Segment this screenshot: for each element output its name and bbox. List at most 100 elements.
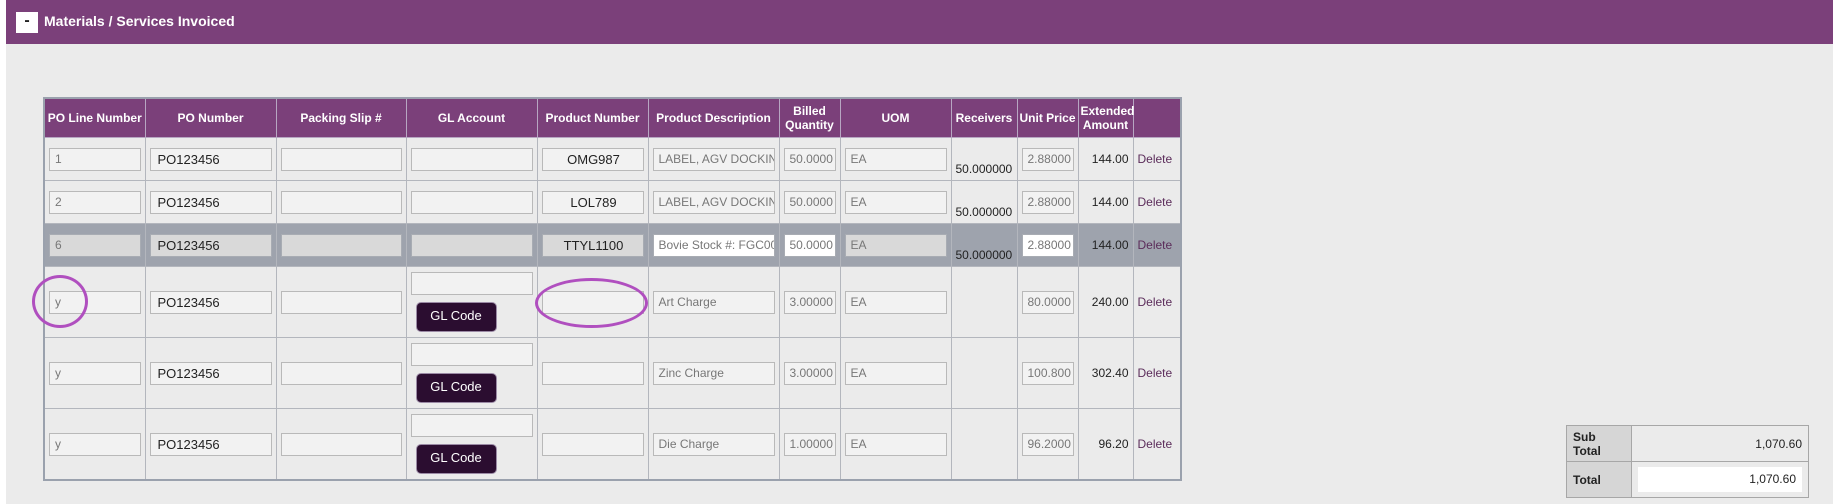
delete-link[interactable]: Delete (1137, 195, 1173, 209)
delete-link[interactable]: Delete (1137, 366, 1173, 380)
po-number-input[interactable]: PO123456 (149, 290, 272, 314)
uom-input[interactable]: EA (844, 290, 947, 314)
table-row: 2 PO123456 LOL789 LABEL, AGV DOCKING 50.… (43, 180, 1182, 224)
billed-quantity-input[interactable]: 3.00000 (783, 361, 836, 385)
header-receivers: Receivers (950, 97, 1018, 138)
product-description-input[interactable]: Die Charge (652, 432, 775, 456)
extended-amount: 96.20 (1077, 408, 1134, 481)
header-po-number: PO Number (144, 97, 277, 138)
receivers-value: 50.000000 (955, 162, 1013, 176)
product-number-input[interactable] (541, 290, 644, 314)
delete-link[interactable]: Delete (1137, 152, 1173, 166)
header-gl-account: GL Account (405, 97, 538, 138)
unit-price-input[interactable]: 2.88000 (1021, 147, 1074, 171)
po-number-input[interactable]: PO123456 (149, 233, 272, 257)
billed-quantity-input[interactable]: 50.0000 (783, 233, 836, 257)
extended-amount: 302.40 (1077, 337, 1134, 409)
uom-input[interactable]: EA (844, 233, 947, 257)
gl-account-input[interactable] (410, 233, 533, 257)
section-header: - Materials / Services Invoiced (6, 0, 1833, 44)
po-number-input[interactable]: PO123456 (149, 361, 272, 385)
billed-quantity-input[interactable]: 1.00000 (783, 432, 836, 456)
extended-amount: 144.00 (1077, 137, 1134, 181)
unit-price-input[interactable]: 96.2000 (1021, 432, 1074, 456)
product-number-input[interactable]: OMG987 (541, 147, 644, 171)
gl-account-input[interactable] (410, 272, 533, 295)
header-product-number: Product Number (536, 97, 649, 138)
subtotal-label: Sub Total (1566, 425, 1632, 462)
product-number-input[interactable] (541, 361, 644, 385)
table-row: 1 PO123456 OMG987 LABEL, AGV DOCKING 50.… (43, 137, 1182, 181)
header-billed-quantity: Billed Quantity (778, 97, 841, 138)
product-description-input[interactable]: LABEL, AGV DOCKING (652, 147, 775, 171)
packing-slip-input[interactable] (280, 147, 402, 171)
total-label: Total (1566, 461, 1632, 498)
product-description-input[interactable]: Zinc Charge (652, 361, 775, 385)
invoice-lines-table: PO Line Number PO Number Packing Slip # … (43, 97, 1182, 481)
unit-price-input[interactable]: 100.800 (1021, 361, 1074, 385)
header-uom: UOM (839, 97, 952, 138)
product-number-input[interactable]: TTYL1100 (541, 233, 644, 257)
receivers-value (956, 363, 1013, 383)
uom-input[interactable]: EA (844, 432, 947, 456)
table-header-row: PO Line Number PO Number Packing Slip # … (43, 97, 1182, 138)
delete-link[interactable]: Delete (1137, 437, 1173, 451)
receivers-value: 50.000000 (955, 205, 1013, 219)
gl-account-input[interactable] (410, 343, 533, 366)
delete-link[interactable]: Delete (1137, 295, 1173, 309)
uom-input[interactable]: EA (844, 361, 947, 385)
packing-slip-input[interactable] (280, 233, 402, 257)
product-number-input[interactable] (541, 432, 644, 456)
gl-account-input[interactable] (410, 414, 533, 437)
product-description-input[interactable]: Art Charge (652, 290, 775, 314)
header-actions (1132, 97, 1182, 138)
packing-slip-input[interactable] (280, 432, 402, 456)
gl-code-button[interactable]: GL Code (415, 373, 497, 403)
totals-table: Sub Total 1,070.60 Total 1,070.60 (1566, 425, 1809, 498)
packing-slip-input[interactable] (280, 190, 402, 214)
po-number-input[interactable]: PO123456 (149, 432, 272, 456)
extended-amount: 144.00 (1077, 223, 1134, 267)
packing-slip-input[interactable] (280, 290, 402, 314)
billed-quantity-input[interactable]: 3.00000 (783, 290, 836, 314)
uom-input[interactable]: EA (844, 190, 947, 214)
po-line-number-input[interactable]: y (49, 432, 141, 456)
section-title: Materials / Services Invoiced (44, 13, 235, 29)
subtotal-row: Sub Total 1,070.60 (1566, 425, 1809, 462)
product-description-input[interactable]: Bovie Stock #: FGC00 (652, 233, 775, 257)
header-extended-amount: Extended Amount (1077, 97, 1135, 138)
gl-account-input[interactable] (410, 190, 533, 214)
table-row-selected: 6 PO123456 TTYL1100 Bovie Stock #: FGC00… (43, 223, 1182, 267)
unit-price-input[interactable]: 2.88000 (1021, 190, 1074, 214)
packing-slip-input[interactable] (280, 361, 402, 385)
total-row: Total 1,070.60 (1566, 461, 1809, 498)
po-line-number-input[interactable]: 6 (49, 233, 141, 257)
gl-code-button[interactable]: GL Code (415, 302, 497, 332)
table-row: y PO123456 GL Code Zinc Charge 3.00000 E… (43, 337, 1182, 409)
uom-input[interactable]: EA (844, 147, 947, 171)
collapse-toggle-button[interactable]: - (16, 12, 38, 33)
extended-amount: 144.00 (1077, 180, 1134, 224)
header-packing-slip: Packing Slip # (275, 97, 407, 138)
po-number-input[interactable]: PO123456 (149, 147, 272, 171)
po-number-input[interactable]: PO123456 (149, 190, 272, 214)
gl-code-button[interactable]: GL Code (415, 444, 497, 474)
unit-price-input[interactable]: 80.0000 (1021, 290, 1074, 314)
po-line-number-input[interactable]: y (49, 361, 141, 385)
total-value-field[interactable]: 1,070.60 (1638, 467, 1802, 492)
po-line-number-input[interactable]: 2 (49, 190, 141, 214)
header-unit-price: Unit Price (1016, 97, 1079, 138)
po-line-number-input[interactable]: 1 (49, 147, 141, 171)
po-line-number-input[interactable]: y (49, 290, 141, 314)
gl-account-input[interactable] (410, 147, 533, 171)
receivers-value: 50.000000 (955, 248, 1013, 262)
billed-quantity-input[interactable]: 50.0000 (783, 147, 836, 171)
header-po-line-number: PO Line Number (43, 97, 146, 138)
delete-link[interactable]: Delete (1137, 238, 1173, 252)
billed-quantity-input[interactable]: 50.0000 (783, 190, 836, 214)
unit-price-input[interactable]: 2.88000 (1021, 233, 1074, 257)
table-row: y PO123456 GL Code Art Charge 3.00000 EA… (43, 266, 1182, 338)
table-row: y PO123456 GL Code Die Charge 1.00000 EA… (43, 408, 1182, 481)
product-number-input[interactable]: LOL789 (541, 190, 644, 214)
product-description-input[interactable]: LABEL, AGV DOCKING (652, 190, 775, 214)
